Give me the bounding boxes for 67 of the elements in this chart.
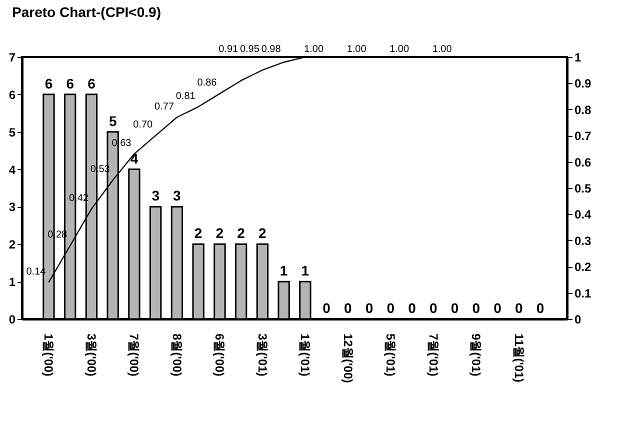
y-tick-label: 0 [8, 312, 16, 326]
data-label: 2 [258, 225, 267, 242]
data-label: 0.91 [218, 44, 238, 55]
y2-tick-label: 0.8 [574, 102, 592, 117]
data-label: 0.70 [133, 120, 154, 131]
x-tick-label: 12월('00) [340, 334, 355, 384]
data-label: 0 [322, 300, 331, 316]
y2-tick-label: 0.5 [574, 182, 592, 196]
y2-tick-label: 0.4 [574, 208, 592, 222]
data-label: 2 [237, 225, 246, 242]
x-tick-label: 7월('00) [127, 334, 142, 376]
data-label: 0.95 [240, 44, 260, 55]
data-label: 0 [472, 300, 480, 316]
data-label: 0 [344, 300, 352, 316]
x-tick-label: 7월('01) [426, 334, 440, 376]
x-tick-label: 8월('00) [170, 334, 184, 376]
y2-tick-label: 0.7 [574, 129, 592, 144]
x-tick-label: 6월('00) [212, 334, 227, 376]
data-label: 1.00 [304, 44, 324, 55]
data-label: 1.00 [390, 44, 410, 55]
y2-tick-label: 0 [574, 312, 582, 326]
y2-tick-label: 0.2 [574, 260, 592, 274]
y-tick-label: 2 [8, 238, 16, 252]
x-tick-label: 5월('01) [384, 334, 398, 376]
data-label: 2 [216, 225, 224, 242]
y-tick-label: 1 [8, 275, 16, 290]
data-label: 5 [108, 112, 117, 129]
y-tick-label: 3 [8, 200, 16, 214]
y-tick-label: 4 [8, 162, 16, 177]
data-label: 3 [173, 188, 182, 204]
x-tick-label: 1월('01) [298, 334, 312, 376]
y2-tick-label: 1 [574, 50, 582, 64]
data-label: 6 [88, 75, 96, 92]
y2-tick-label: 0.1 [574, 286, 592, 300]
data-label: 1 [280, 262, 288, 279]
data-label: 0 [450, 300, 459, 316]
x-tick-label: 3월('01) [255, 334, 270, 376]
data-label: 4 [130, 150, 138, 166]
data-label: 0 [365, 300, 374, 316]
data-label: 0.77 [154, 101, 174, 112]
x-tick-label: 9월('01) [469, 334, 484, 376]
data-label: 0 [408, 300, 416, 316]
data-label: 0 [494, 300, 502, 316]
data-label: 1.00 [346, 44, 367, 55]
data-label: 0 [386, 300, 395, 316]
y2-tick-label: 0.6 [574, 155, 592, 170]
data-label: 1.00 [432, 44, 452, 55]
y-tick-label: 5 [8, 125, 16, 140]
data-label: 3 [152, 188, 160, 204]
x-tick-label: 11월('01) [512, 334, 526, 382]
data-label: 0.81 [176, 90, 196, 102]
data-label: 0 [515, 300, 524, 316]
data-label: 0.86 [197, 78, 218, 89]
data-label: 2 [194, 225, 202, 242]
y2-tick-label: 0.9 [574, 76, 592, 91]
data-label: 0 [536, 300, 544, 316]
data-label: 1 [301, 262, 310, 279]
chart-title: Pareto Chart-(CPI<0.9) [12, 4, 161, 20]
data-label: 0 [430, 300, 438, 316]
data-label: 6 [66, 75, 74, 92]
data-label: 0.98 [261, 44, 282, 55]
x-tick-label: 3월('00) [84, 334, 98, 376]
y-tick-label: 6 [8, 88, 16, 102]
y-tick-label: 7 [8, 50, 16, 64]
data-label: 6 [44, 75, 53, 92]
x-tick-label: 1월('00) [42, 334, 56, 376]
y2-tick-label: 0.3 [574, 234, 592, 248]
